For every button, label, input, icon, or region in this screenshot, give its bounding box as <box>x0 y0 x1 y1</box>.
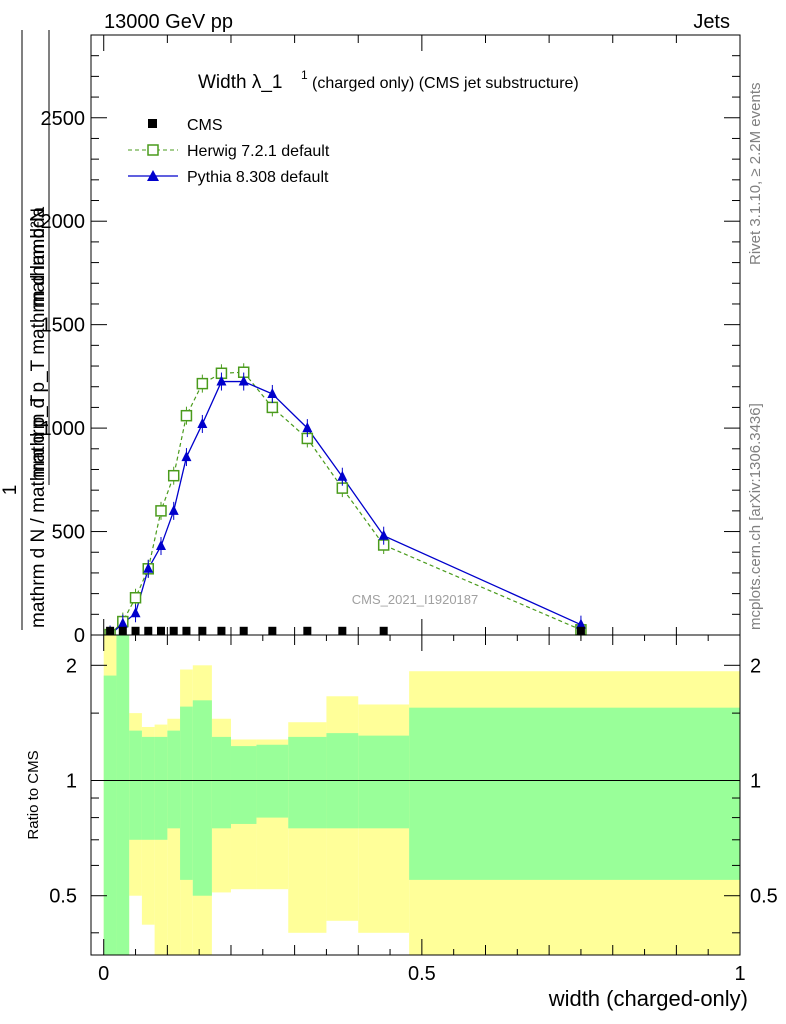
ratio-green-band <box>141 736 155 840</box>
cms-point <box>268 626 277 635</box>
ratio-green-band <box>192 700 212 896</box>
legend-pythia-marker <box>147 170 159 181</box>
herwig-point <box>266 401 279 414</box>
ratio-y-tick-label-left: 1 <box>66 771 77 793</box>
cms-point <box>131 626 140 635</box>
legend-cms-marker <box>148 119 157 128</box>
ratio-green-band <box>129 730 142 840</box>
pythia-point <box>575 618 586 629</box>
cms-point <box>303 626 312 635</box>
plot-title-superscript: 1 <box>301 68 308 82</box>
cms-point <box>198 626 207 635</box>
pythia-point <box>168 504 179 515</box>
pythia-point <box>143 562 154 573</box>
mcplots-label: mcplots.cern.ch [arXiv:1306.3436] <box>747 403 764 630</box>
ratio-y-tick-label-left: 0.5 <box>49 886 77 908</box>
header-left: 13000 GeV pp <box>104 11 233 33</box>
pythia-point <box>238 375 249 386</box>
ratio-green-band <box>103 675 117 955</box>
y-tick-label: 2000 <box>41 211 86 233</box>
ratio-green-band <box>116 635 130 955</box>
pythia-point <box>117 617 128 628</box>
herwig-point <box>129 592 142 604</box>
ratio-green-band <box>180 706 193 880</box>
ratio-green-band <box>154 736 168 840</box>
ylabel-numerator: mathrm d²N <box>28 208 49 308</box>
herwig-point <box>155 505 167 517</box>
ylabel-denominator: mathrm d p_T mathrm d lambda <box>28 207 49 478</box>
cms-point <box>144 626 153 635</box>
ratio-green-band <box>409 707 740 880</box>
ratio-green-band <box>167 730 181 829</box>
y-tick-label: 1000 <box>41 418 86 440</box>
legend: CMS Herwig 7.2.1 default Pythia 8.308 de… <box>128 117 330 186</box>
ratio-green-band <box>230 746 257 824</box>
analysis-watermark: CMS_2021_I1920187 <box>352 592 479 607</box>
x-tick-label: 0 <box>98 963 109 985</box>
ratio-y-tick-label-right: 0.5 <box>750 886 778 908</box>
x-tick-label: 0.5 <box>408 963 436 985</box>
ratio-axes: 0.5 0.5 1 1 2 2 0 0.5 1 <box>49 635 778 985</box>
cms-point <box>169 626 178 635</box>
ratio-frame <box>90 634 741 956</box>
pythia-point <box>302 422 313 433</box>
ratio-plot: 0.5 0.5 1 1 2 2 0 0.5 1 Ratio to CMS width (char… <box>25 634 778 1011</box>
herwig-point <box>167 469 180 482</box>
main-plot-area <box>104 363 587 644</box>
main-y-axis: 0 500 1000 1500 2000 2500 <box>41 35 741 647</box>
cms-point <box>118 626 127 635</box>
x-tick-label: 1 <box>734 963 745 985</box>
ratio-green-band <box>256 744 289 818</box>
pythia-point <box>378 529 389 540</box>
header-right: Jets <box>693 11 730 33</box>
pythia-point <box>216 375 227 386</box>
ratio-green-band <box>358 735 410 829</box>
ylabel-frac-one: 1 <box>0 485 21 496</box>
cms-point <box>379 626 388 635</box>
cms-point <box>182 626 191 635</box>
herwig-point <box>196 377 209 390</box>
ylabel-bottom: mathrm d N / mathrm d p_T <box>28 394 49 628</box>
main-plot: 0 500 1000 1500 2000 2500 Width λ_1 1 (charge… <box>0 30 741 647</box>
y-tick-label: 500 <box>52 522 85 544</box>
cms-point <box>106 626 115 635</box>
ratio-bands <box>91 635 740 955</box>
y-tick-label: 0 <box>74 625 85 647</box>
ratio-y-tick-label-right: 2 <box>750 655 761 677</box>
legend-pythia-label: Pythia 8.308 default <box>187 169 329 186</box>
cms-point <box>576 626 585 635</box>
ratio-y-tick-label-right: 1 <box>750 771 761 793</box>
pythia-point <box>197 417 208 428</box>
ratio-ylabel: Ratio to CMS <box>25 750 42 839</box>
pythia-point <box>181 451 192 462</box>
cms-point <box>217 626 226 635</box>
pythia-point <box>155 540 166 551</box>
rivet-label: Rivet 3.1.10, ≥ 2.2M events <box>747 83 764 266</box>
y-tick-label: 1500 <box>41 315 86 337</box>
ratio-green-band <box>288 736 327 829</box>
ratio-green-band <box>211 736 231 829</box>
ratio-y-tick-label-left: 2 <box>66 655 77 677</box>
plot-title-subtitle: (charged only) (CMS jet substructure) <box>312 75 579 92</box>
cms-point <box>338 626 347 635</box>
pythia-point <box>267 387 278 398</box>
cms-point <box>239 626 248 635</box>
pythia-point <box>337 470 348 481</box>
xlabel: width (charged-only) <box>548 986 748 1011</box>
cms-point <box>156 626 165 635</box>
legend-herwig-marker <box>147 144 159 156</box>
plot-title: Width λ_1 <box>198 72 282 93</box>
pythia-point <box>130 607 141 618</box>
legend-cms-label: CMS <box>187 117 223 134</box>
herwig-point <box>180 409 193 422</box>
legend-herwig-label: Herwig 7.2.1 default <box>187 143 330 160</box>
y-tick-label: 2500 <box>41 108 86 130</box>
